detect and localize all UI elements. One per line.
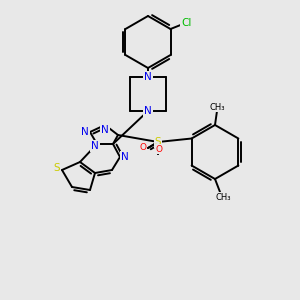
Text: S: S xyxy=(155,137,161,147)
Text: O: O xyxy=(155,145,163,154)
Text: N: N xyxy=(144,72,152,82)
Text: S: S xyxy=(54,163,60,173)
Text: N: N xyxy=(144,106,152,116)
Text: N: N xyxy=(81,127,89,137)
Text: Cl: Cl xyxy=(181,18,192,28)
Text: N: N xyxy=(91,141,99,151)
Text: N: N xyxy=(101,125,109,135)
Text: CH₃: CH₃ xyxy=(209,103,225,112)
Text: CH₃: CH₃ xyxy=(215,193,231,202)
Text: O: O xyxy=(140,143,146,152)
Text: N: N xyxy=(121,152,129,162)
